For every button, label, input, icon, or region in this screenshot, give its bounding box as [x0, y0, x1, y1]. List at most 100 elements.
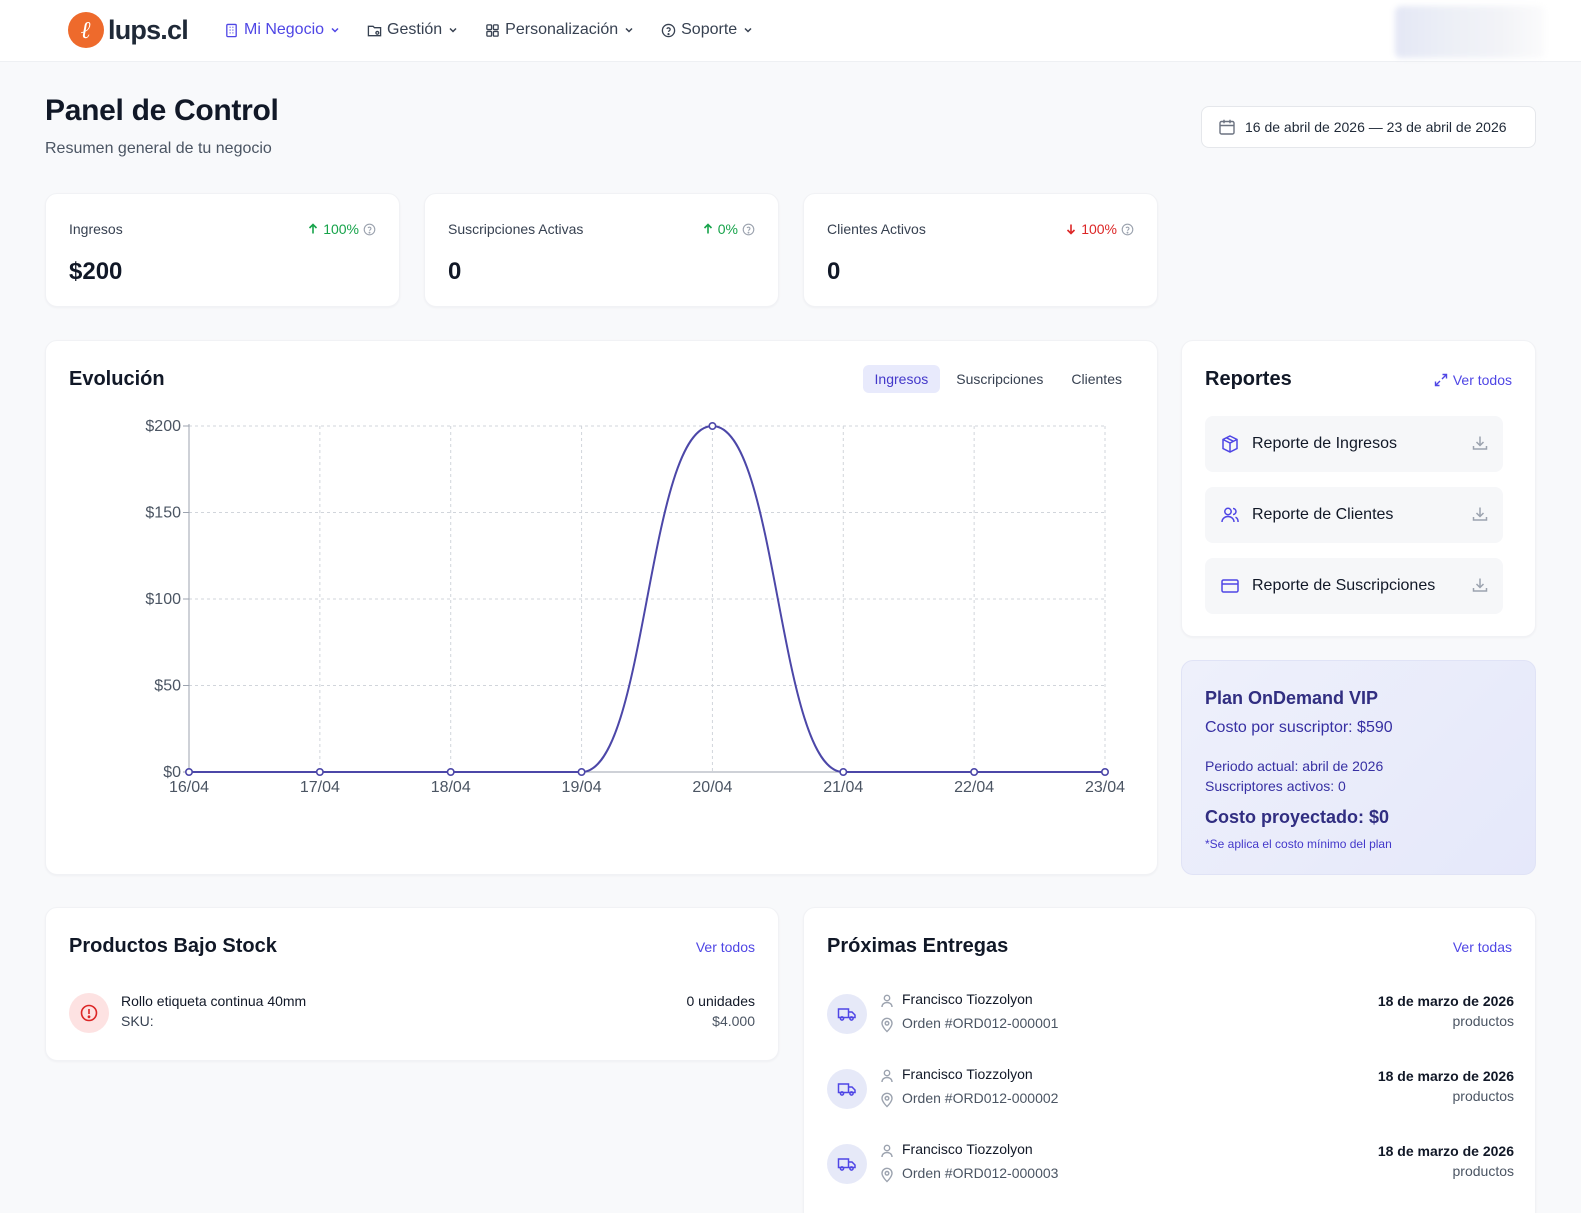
- stock-price: $4.000: [712, 1013, 755, 1029]
- arrow-down-icon: [1067, 224, 1076, 235]
- folder-icon: [367, 25, 382, 36]
- chevron-down-icon: [625, 27, 633, 33]
- report-label: Reporte de Suscripciones: [1252, 577, 1436, 594]
- evolution-card: Evolución Ingresos Suscripciones Cliente…: [45, 340, 1158, 875]
- chevron-down-icon: [449, 27, 457, 33]
- delivery-items: productos: [1452, 1013, 1514, 1029]
- help-circle-icon[interactable]: [363, 223, 376, 236]
- tab-clientes[interactable]: Clientes: [1071, 371, 1122, 387]
- credit-card-icon: [1220, 576, 1240, 596]
- delivery-order-number: Orden #ORD012-000001: [902, 1015, 1059, 1031]
- stock-product-sku: SKU:: [121, 1013, 154, 1029]
- y-tick-label: $200: [145, 418, 181, 435]
- date-range-picker[interactable]: 16 de abril de 2026 — 23 de abril de 202…: [1201, 106, 1536, 148]
- plan-card: Plan OnDemand VIP Costo por suscriptor: …: [1181, 660, 1536, 875]
- plan-subscribers: Suscriptores activos: 0: [1205, 778, 1346, 794]
- stat-card-ingresos: Ingresos 100% $200: [45, 193, 400, 307]
- x-tick-label: 17/04: [300, 779, 340, 796]
- low-stock-view-all-link[interactable]: Ver todos: [695, 939, 755, 955]
- y-tick-label: $150: [145, 505, 181, 522]
- user-icon: [881, 1144, 893, 1158]
- download-icon[interactable]: [1471, 505, 1489, 523]
- stat-label: Suscripciones Activas: [448, 221, 584, 237]
- delivery-items: productos: [1452, 1163, 1514, 1179]
- plan-projected-cost: Costo proyectado: $0: [1205, 807, 1390, 827]
- delivery-date: 18 de marzo de 2026: [1377, 1068, 1514, 1084]
- expand-icon: [1434, 373, 1448, 387]
- grid-icon: [486, 23, 499, 37]
- y-tick-label: $50: [154, 678, 181, 695]
- user-menu[interactable]: [1395, 6, 1545, 58]
- help-circle-icon: [661, 23, 676, 37]
- alert-circle-icon: [69, 993, 109, 1033]
- stat-change-value: 100%: [1081, 221, 1117, 237]
- delivery-date: 18 de marzo de 2026: [1377, 1143, 1514, 1159]
- help-circle-icon[interactable]: [742, 223, 755, 236]
- stat-change: 100%: [1065, 221, 1134, 237]
- nav-item-soporte[interactable]: Soporte: [661, 18, 754, 42]
- data-point: [1101, 767, 1110, 776]
- brand-name: lups.cl: [108, 14, 189, 45]
- plan-cost: Costo por suscriptor: $590: [1205, 719, 1393, 736]
- nav-item-mi-negocio[interactable]: Mi Negocio: [224, 18, 341, 42]
- report-ingresos-button[interactable]: Reporte de Ingresos: [1205, 416, 1503, 472]
- stat-label: Clientes Activos: [827, 221, 926, 237]
- delivery-row[interactable]: Francisco Tiozzolyon Orden #ORD012-00000…: [827, 1141, 1514, 1189]
- building-icon: [226, 23, 237, 37]
- low-stock-card: Productos Bajo Stock Ver todos Rollo eti…: [45, 907, 779, 1061]
- report-clientes-button[interactable]: Reporte de Clientes: [1205, 487, 1503, 543]
- download-icon[interactable]: [1471, 576, 1489, 594]
- help-circle-icon[interactable]: [1121, 223, 1134, 236]
- nav-item-personalizacion[interactable]: Personalización: [485, 18, 635, 42]
- top-navbar: ℓ lups.cl Mi Negocio Gestión Personaliza…: [0, 0, 1581, 62]
- logo-mark-icon: ℓ: [68, 12, 104, 48]
- delivery-customer-name: Francisco Tiozzolyon: [902, 991, 1033, 1007]
- page-title: Panel de Control: [45, 94, 279, 127]
- stat-change-value: 100%: [323, 221, 359, 237]
- stat-card-clientes: Clientes Activos 100% 0: [803, 193, 1158, 307]
- evolution-line-chart: $0 $50 $100 $150 $200 16/04 17/04 18/04 19/04 20/…: [145, 418, 1125, 796]
- nav-item-label: Soporte: [681, 21, 738, 38]
- data-point: [315, 767, 324, 776]
- x-tick-label: 16/04: [169, 779, 209, 796]
- y-tick-label: $100: [145, 591, 181, 608]
- reports-view-all-link[interactable]: Ver todos: [1434, 372, 1512, 388]
- delivery-customer-name: Francisco Tiozzolyon: [902, 1141, 1033, 1157]
- delivery-order-number: Orden #ORD012-000002: [902, 1090, 1059, 1106]
- map-pin-icon: [881, 1167, 893, 1183]
- chevron-down-icon: [331, 27, 339, 33]
- plan-period: Periodo actual: abril de 2026: [1205, 758, 1384, 774]
- deliveries-title: Próximas Entregas: [827, 935, 1009, 957]
- truck-icon: [827, 994, 867, 1034]
- truck-icon: [827, 1069, 867, 1109]
- plan-note: *Se aplica el costo mínimo del plan: [1205, 837, 1392, 851]
- report-label: Reporte de Ingresos: [1252, 435, 1397, 452]
- x-tick-label: 18/04: [431, 779, 471, 796]
- deliveries-view-all-link[interactable]: Ver todas: [1452, 939, 1512, 955]
- delivery-order-number: Orden #ORD012-000003: [902, 1165, 1059, 1181]
- stat-value: $200: [69, 258, 123, 285]
- calendar-icon: [1219, 119, 1235, 135]
- user-icon: [881, 994, 893, 1008]
- user-icon: [881, 1069, 893, 1083]
- x-tick-label: 20/04: [692, 779, 732, 796]
- chart-tabs: Ingresos Suscripciones Clientes: [859, 365, 1134, 393]
- nav-item-gestion[interactable]: Gestión: [367, 18, 459, 42]
- nav-item-label: Mi Negocio: [244, 21, 325, 38]
- low-stock-title: Productos Bajo Stock: [69, 935, 277, 957]
- delivery-items: productos: [1452, 1088, 1514, 1104]
- delivery-row[interactable]: Francisco Tiozzolyon Orden #ORD012-00000…: [827, 991, 1514, 1039]
- report-suscripciones-button[interactable]: Reporte de Suscripciones: [1205, 558, 1503, 614]
- download-icon[interactable]: [1471, 434, 1489, 452]
- reports-title: Reportes: [1205, 368, 1292, 390]
- arrow-up-icon: [703, 223, 712, 234]
- nav-item-label: Gestión: [387, 21, 443, 38]
- stat-value: 0: [448, 258, 462, 285]
- tab-suscripciones[interactable]: Suscripciones: [956, 371, 1044, 387]
- delivery-date: 18 de marzo de 2026: [1377, 993, 1514, 1009]
- delivery-row[interactable]: Francisco Tiozzolyon Orden #ORD012-00000…: [827, 1066, 1514, 1114]
- brand-logo[interactable]: ℓ lups.cl: [68, 12, 189, 48]
- tab-ingresos[interactable]: Ingresos: [862, 365, 941, 393]
- stat-label: Ingresos: [69, 221, 123, 237]
- map-pin-icon: [881, 1092, 893, 1108]
